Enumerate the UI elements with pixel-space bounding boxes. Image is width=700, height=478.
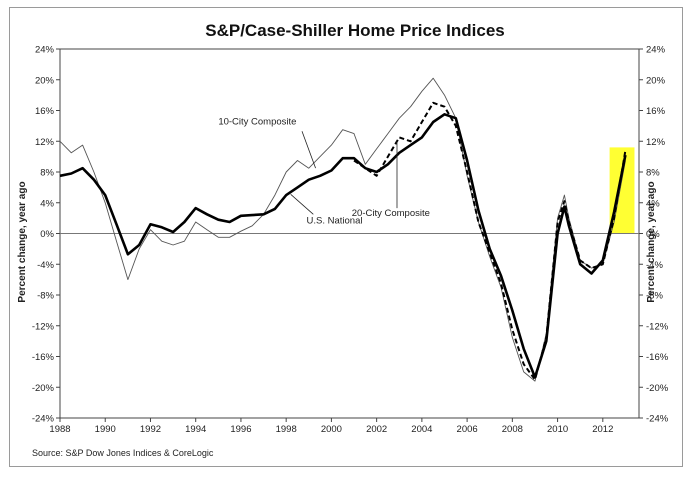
y-axis-label-right: Percent change, year ago (646, 181, 657, 302)
y-tick-label-right: 8% (646, 168, 660, 179)
source-note: Source: S&P Dow Jones Indices & CoreLogi… (32, 448, 214, 458)
x-tick-label: 2012 (592, 424, 613, 435)
x-tick-label: 1992 (140, 424, 161, 435)
y-tick-label-right: -4% (646, 260, 663, 271)
axis-ticks: 24% 24% 20% 20% 16% 16% 12% 12% 8% 8% 4% 4% 0% 0% -4% -… (32, 45, 669, 436)
annotation-leader (301, 131, 316, 169)
series-line-u-s-national (59, 113, 627, 379)
y-tick-label-right: -8% (646, 291, 663, 302)
x-tick-label: 1996 (230, 424, 251, 435)
annotation-leader (290, 193, 314, 215)
y-tick-label-right: 24% (646, 45, 666, 56)
x-tick-label: 2006 (457, 424, 478, 435)
y-tick-label-left: -4% (37, 260, 54, 271)
x-tick-label: 1988 (49, 424, 70, 435)
x-tick-label: 1998 (276, 424, 297, 435)
series-line-10-city-composite (59, 77, 626, 382)
y-tick-label-left: -8% (37, 291, 54, 302)
y-tick-label-left: -16% (32, 352, 55, 363)
y-tick-label-right: 20% (646, 75, 666, 86)
y-tick-label-right: -20% (646, 383, 669, 394)
y-tick-label-right: -24% (646, 414, 669, 425)
annotation-label: 10-City Composite (218, 116, 296, 127)
x-tick-label: 1994 (185, 424, 206, 435)
y-tick-label-left: -24% (32, 414, 55, 425)
x-tick-label: 2002 (366, 424, 387, 435)
x-tick-label: 2008 (502, 424, 523, 435)
y-tick-label-left: 20% (35, 75, 55, 86)
y-tick-label-right: -16% (646, 352, 669, 363)
y-axis-label-left: Percent change, year ago (17, 181, 28, 302)
y-tick-label-left: 4% (40, 198, 54, 209)
y-tick-label-right: 12% (646, 137, 666, 148)
annotation-label: 20-City Composite (352, 208, 430, 219)
y-tick-label-left: 8% (40, 168, 54, 179)
y-tick-label-right: 0% (646, 229, 660, 240)
series-line-20-city-composite (353, 101, 627, 381)
y-tick-label-right: -12% (646, 321, 669, 332)
annotation-label: U.S. National (307, 216, 363, 227)
x-tick-label: 2004 (411, 424, 432, 435)
y-tick-label-left: 0% (40, 229, 54, 240)
chart-frame: S&P/Case-Shiller Home Price Indices 24% 2… (9, 7, 683, 467)
y-tick-label-left: 24% (35, 45, 55, 56)
x-tick-label: 1990 (95, 424, 116, 435)
x-tick-label: 2010 (547, 424, 568, 435)
y-tick-label-left: -12% (32, 321, 55, 332)
chart: S&P/Case-Shiller Home Price Indices 24% 2… (17, 21, 669, 458)
y-tick-label-left: -20% (32, 383, 55, 394)
y-tick-label-right: 4% (646, 198, 660, 209)
y-tick-label-right: 16% (646, 106, 666, 117)
x-tick-label: 2000 (321, 424, 342, 435)
y-tick-label-left: 12% (35, 137, 55, 148)
series-layer (59, 77, 627, 382)
chart-title: S&P/Case-Shiller Home Price Indices (205, 21, 505, 40)
y-tick-label-left: 16% (35, 106, 55, 117)
